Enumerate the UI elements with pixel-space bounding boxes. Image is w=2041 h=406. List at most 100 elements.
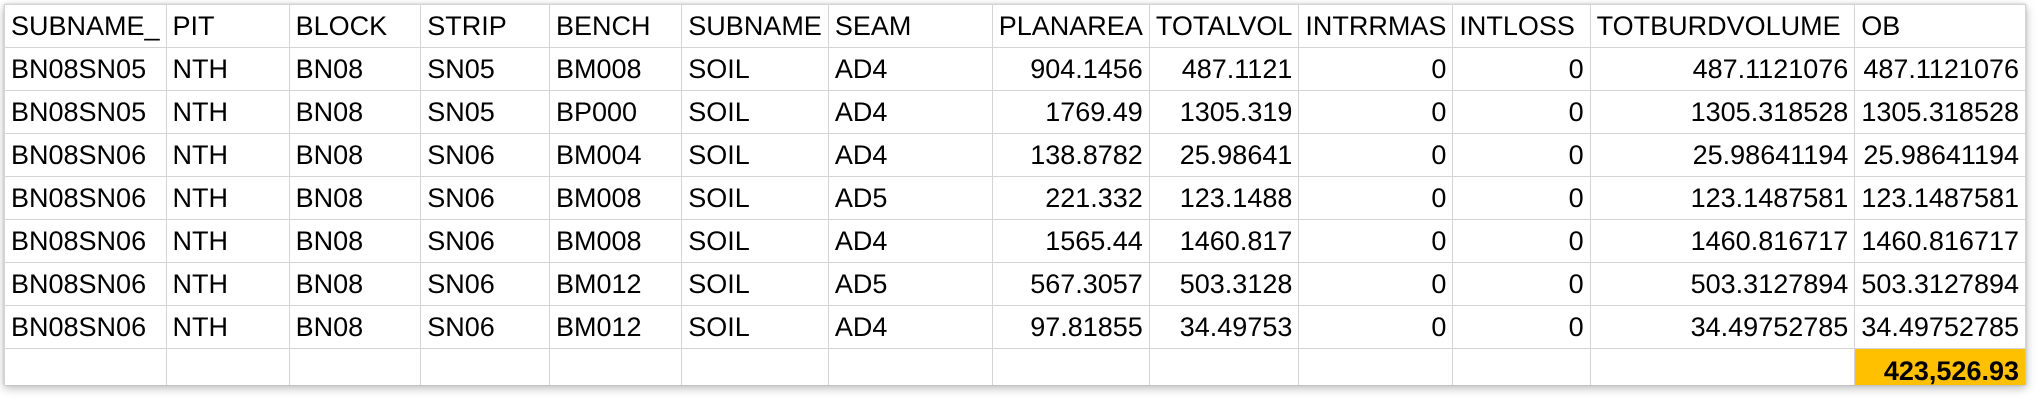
cell-pit[interactable]: NTH [165, 305, 290, 349]
cell-pit[interactable]: NTH [165, 219, 290, 263]
empty-cell[interactable] [165, 348, 290, 385]
cell-intloss[interactable]: 0 [1452, 90, 1591, 134]
empty-cell[interactable] [548, 348, 683, 385]
cell-totburdvolume[interactable]: 34.49752785 [1589, 305, 1856, 349]
total-ob-cell[interactable]: 423,526.93 [1854, 348, 2026, 385]
cell-ob[interactable]: 25.98641194 [1854, 133, 2026, 177]
column-header-totalvol[interactable]: TOTALVOL [1148, 4, 1300, 48]
cell-ob[interactable]: 123.1487581 [1854, 176, 2026, 220]
cell-intrrmas[interactable]: 0 [1298, 305, 1454, 349]
cell-intloss[interactable]: 0 [1452, 47, 1591, 91]
column-header-ob[interactable]: OB [1854, 4, 2026, 48]
cell-ob[interactable]: 1460.816717 [1854, 219, 2026, 263]
cell-totalvol[interactable]: 503.3128 [1148, 262, 1300, 306]
cell-planarea[interactable]: 221.332 [991, 176, 1150, 220]
cell-block[interactable]: BN08 [288, 305, 422, 349]
cell-block[interactable]: BN08 [288, 176, 422, 220]
cell-intrrmas[interactable]: 0 [1298, 262, 1454, 306]
column-header-bench[interactable]: BENCH [548, 4, 683, 48]
cell-ob[interactable]: 1305.318528 [1854, 90, 2026, 134]
cell-subname[interactable]: SOIL [681, 90, 829, 134]
column-header-subname-id[interactable]: SUBNAME_ [4, 4, 167, 48]
cell-subname-id[interactable]: BN08SN06 [4, 133, 167, 177]
empty-cell[interactable] [1452, 348, 1591, 385]
cell-pit[interactable]: NTH [165, 47, 290, 91]
cell-planarea[interactable]: 97.81855 [991, 305, 1150, 349]
cell-subname-id[interactable]: BN08SN06 [4, 262, 167, 306]
cell-subname[interactable]: SOIL [681, 262, 829, 306]
empty-cell[interactable] [991, 348, 1150, 385]
empty-cell[interactable] [827, 348, 993, 385]
cell-totalvol[interactable]: 34.49753 [1148, 305, 1300, 349]
cell-planarea[interactable]: 138.8782 [991, 133, 1150, 177]
cell-planarea[interactable]: 1565.44 [991, 219, 1150, 263]
column-header-subname[interactable]: SUBNAME [681, 4, 829, 48]
cell-bench[interactable]: BM012 [548, 262, 683, 306]
empty-cell[interactable] [1298, 348, 1454, 385]
cell-bench[interactable]: BM008 [548, 176, 683, 220]
cell-bench[interactable]: BP000 [548, 90, 683, 134]
cell-totburdvolume[interactable]: 123.1487581 [1589, 176, 1856, 220]
cell-strip[interactable]: SN06 [420, 176, 550, 220]
empty-cell[interactable] [4, 348, 167, 385]
cell-intrrmas[interactable]: 0 [1298, 47, 1454, 91]
cell-pit[interactable]: NTH [165, 133, 290, 177]
column-header-block[interactable]: BLOCK [288, 4, 422, 48]
cell-ob[interactable]: 503.3127894 [1854, 262, 2026, 306]
cell-strip[interactable]: SN05 [420, 47, 550, 91]
cell-totburdvolume[interactable]: 487.1121076 [1589, 47, 1856, 91]
cell-seam[interactable]: AD4 [827, 90, 993, 134]
empty-cell[interactable] [420, 348, 550, 385]
cell-strip[interactable]: SN05 [420, 90, 550, 134]
cell-totburdvolume[interactable]: 503.3127894 [1589, 262, 1856, 306]
cell-subname-id[interactable]: BN08SN06 [4, 176, 167, 220]
cell-planarea[interactable]: 1769.49 [991, 90, 1150, 134]
cell-bench[interactable]: BM008 [548, 47, 683, 91]
cell-intloss[interactable]: 0 [1452, 176, 1591, 220]
column-header-totburdvolume[interactable]: TOTBURDVOLUME [1589, 4, 1856, 48]
cell-intloss[interactable]: 0 [1452, 219, 1591, 263]
cell-totburdvolume[interactable]: 1305.318528 [1589, 90, 1856, 134]
cell-ob[interactable]: 34.49752785 [1854, 305, 2026, 349]
empty-cell[interactable] [288, 348, 422, 385]
cell-intloss[interactable]: 0 [1452, 133, 1591, 177]
cell-strip[interactable]: SN06 [420, 262, 550, 306]
cell-bench[interactable]: BM004 [548, 133, 683, 177]
cell-intrrmas[interactable]: 0 [1298, 219, 1454, 263]
cell-pit[interactable]: NTH [165, 90, 290, 134]
cell-totalvol[interactable]: 123.1488 [1148, 176, 1300, 220]
cell-intrrmas[interactable]: 0 [1298, 133, 1454, 177]
column-header-intloss[interactable]: INTLOSS [1452, 4, 1591, 48]
cell-planarea[interactable]: 904.1456 [991, 47, 1150, 91]
empty-cell[interactable] [681, 348, 829, 385]
cell-subname[interactable]: SOIL [681, 176, 829, 220]
cell-totalvol[interactable]: 1460.817 [1148, 219, 1300, 263]
cell-seam[interactable]: AD5 [827, 262, 993, 306]
cell-subname-id[interactable]: BN08SN05 [4, 90, 167, 134]
cell-seam[interactable]: AD4 [827, 305, 993, 349]
cell-totalvol[interactable]: 1305.319 [1148, 90, 1300, 134]
cell-strip[interactable]: SN06 [420, 219, 550, 263]
cell-totburdvolume[interactable]: 25.98641194 [1589, 133, 1856, 177]
column-header-planarea[interactable]: PLANAREA [991, 4, 1150, 48]
cell-strip[interactable]: SN06 [420, 305, 550, 349]
cell-seam[interactable]: AD5 [827, 176, 993, 220]
cell-seam[interactable]: AD4 [827, 219, 993, 263]
column-header-pit[interactable]: PIT [165, 4, 290, 48]
cell-seam[interactable]: AD4 [827, 133, 993, 177]
cell-block[interactable]: BN08 [288, 90, 422, 134]
cell-block[interactable]: BN08 [288, 262, 422, 306]
column-header-intrrmas[interactable]: INTRRMAS [1298, 4, 1454, 48]
cell-subname[interactable]: SOIL [681, 47, 829, 91]
cell-pit[interactable]: NTH [165, 176, 290, 220]
cell-bench[interactable]: BM008 [548, 219, 683, 263]
cell-block[interactable]: BN08 [288, 47, 422, 91]
cell-subname[interactable]: SOIL [681, 133, 829, 177]
empty-cell[interactable] [1589, 348, 1856, 385]
cell-ob[interactable]: 487.1121076 [1854, 47, 2026, 91]
column-header-strip[interactable]: STRIP [420, 4, 550, 48]
cell-subname[interactable]: SOIL [681, 219, 829, 263]
empty-cell[interactable] [1148, 348, 1300, 385]
cell-block[interactable]: BN08 [288, 219, 422, 263]
cell-intloss[interactable]: 0 [1452, 305, 1591, 349]
